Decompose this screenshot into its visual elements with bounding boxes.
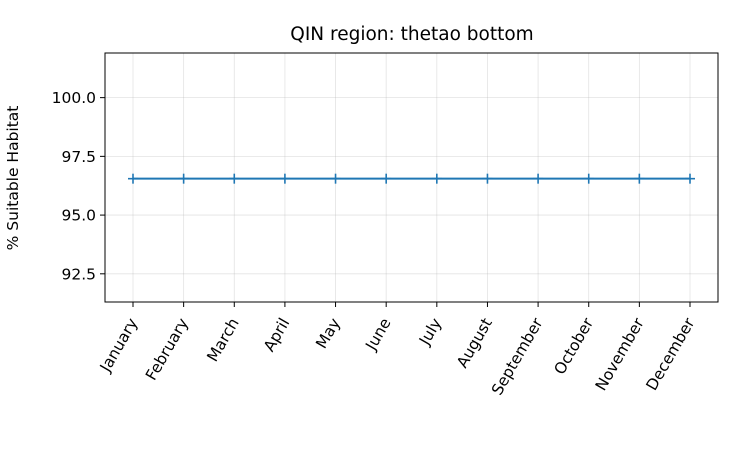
x-tick-label: September: [488, 314, 547, 398]
data-point-marker: [330, 173, 341, 184]
data-point-marker: [685, 173, 695, 184]
tick-labels: 92.5 95.0 97.5 100.0 January February March Apr…: [52, 89, 699, 398]
data-point-marker: [279, 173, 290, 184]
data-point-marker: [634, 173, 645, 184]
x-tick-label: November: [592, 314, 648, 393]
x-tick-label: June: [362, 315, 395, 354]
chart-title: QIN region: thetao bottom: [290, 24, 533, 45]
series-group: [128, 173, 695, 184]
x-tick-label: January: [96, 315, 141, 376]
grid-lines: [105, 53, 718, 302]
axes: [100, 52, 719, 307]
data-point-marker: [431, 173, 442, 184]
y-tick-label: 100.0: [52, 89, 96, 107]
x-tick-label: July: [415, 315, 445, 349]
x-tick-label: February: [142, 315, 192, 383]
plot-frame: [104, 52, 719, 303]
data-point-marker: [533, 173, 544, 184]
data-point-marker: [178, 173, 189, 184]
x-tick-label: August: [453, 315, 496, 371]
x-tick-label: December: [643, 314, 699, 393]
y-tick-label: 97.5: [61, 148, 96, 166]
data-point-marker: [482, 173, 493, 184]
x-tick-label: April: [260, 315, 293, 355]
y-axis-label: % Suitable Habitat: [4, 106, 22, 251]
x-tick-label: March: [204, 315, 243, 365]
data-point-marker: [229, 173, 240, 184]
x-tick-label: October: [551, 314, 598, 377]
y-tick-label: 95.0: [61, 207, 96, 225]
data-point-marker: [128, 173, 138, 184]
y-tick-label: 92.5: [61, 265, 96, 283]
data-point-marker: [583, 173, 594, 184]
x-tick-label: May: [312, 315, 344, 352]
data-point-marker: [381, 173, 392, 184]
